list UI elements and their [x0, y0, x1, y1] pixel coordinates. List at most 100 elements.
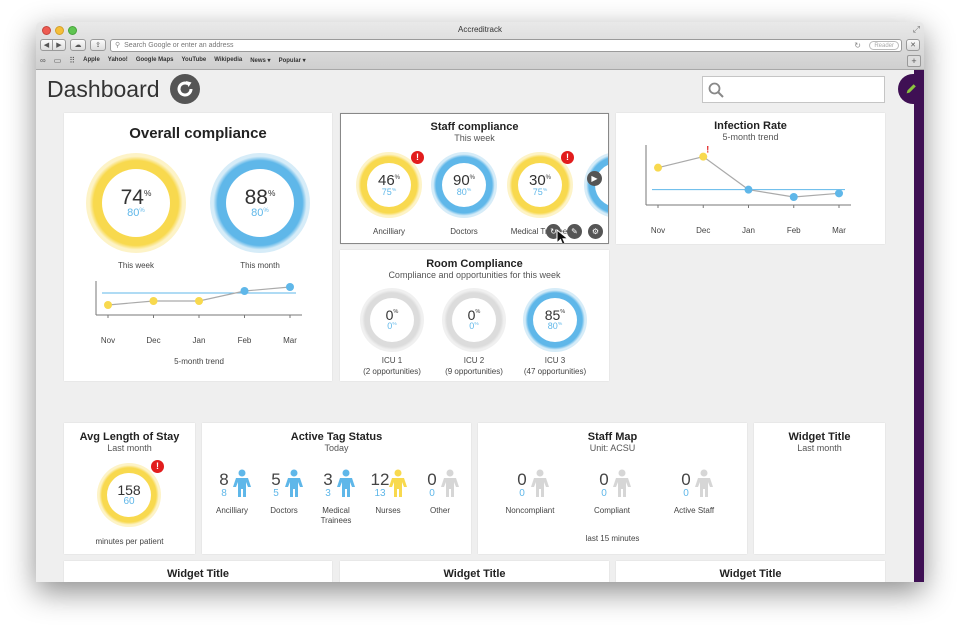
share-button[interactable]: ⇪ — [90, 39, 106, 51]
data-point[interactable] — [286, 283, 294, 291]
doctors-target: 80 — [456, 186, 467, 197]
room-compliance-card[interactable]: Room Compliance Compliance and opportuni… — [340, 250, 609, 381]
data-point[interactable] — [789, 193, 798, 201]
person-icon — [233, 469, 251, 497]
x-tick-label: Nov — [101, 336, 115, 345]
card-subtitle: 5-month trend — [722, 132, 779, 142]
bookmark-yahoo[interactable]: Yahoo! — [107, 57, 128, 63]
card-title: Active Tag Status — [290, 431, 383, 443]
next-arrow-icon[interactable]: ▶ — [587, 171, 602, 186]
data-point[interactable] — [699, 152, 708, 161]
count-value: 12 — [370, 470, 390, 489]
card-title: Widget Title — [443, 568, 506, 580]
reading-list-icon[interactable]: ∞ — [40, 55, 46, 65]
bookmark-apple[interactable]: Apple — [83, 57, 100, 63]
trainees-target: 75 — [532, 186, 543, 197]
group-label: Compliant — [593, 506, 630, 515]
week-ring: 74% 80% — [86, 153, 186, 253]
card-subtitle: Compliance and opportunities for this we… — [388, 270, 561, 280]
staff-map-card[interactable]: Staff Map Unit: ACSU 0 0 Noncompliant 0 0 Com… — [478, 423, 747, 554]
icu1-ring: 0% 0% — [360, 288, 424, 352]
staff-map-footer: last 15 minutes — [585, 534, 640, 543]
data-point[interactable] — [195, 297, 203, 305]
forward-button[interactable]: ▶ — [53, 39, 66, 51]
card-title: Infection Rate — [714, 120, 787, 132]
widget-card[interactable]: Widget Title — [340, 561, 609, 582]
address-bar[interactable]: ⚲ Search Google or enter an address ↻ Re… — [110, 38, 902, 52]
data-point[interactable] — [835, 189, 843, 198]
x-tick-label: Mar — [283, 336, 297, 345]
alert-icon: ! — [706, 145, 709, 155]
minimize-window-button[interactable] — [55, 26, 64, 35]
bookmark-popular[interactable]: Popular ▾ — [278, 57, 306, 64]
x-tick-label: Jan — [742, 226, 755, 235]
group-label: Nurses — [375, 506, 401, 515]
month-target: 80 — [251, 206, 264, 219]
browser-window: Accreditrack ⤢ ◀ ▶ ☁ ⇪ ⚲ Search Google o… — [36, 22, 924, 582]
data-point[interactable] — [240, 287, 249, 295]
ancilliary-ring: 46% 75% — [356, 152, 422, 218]
group-label: Medical Trainees — [320, 506, 352, 525]
downloads-button[interactable]: ✕ — [906, 39, 920, 51]
icu3-value: 85 — [544, 307, 561, 324]
pencil-icon[interactable]: ✎ — [567, 224, 582, 239]
infection-rate-card[interactable]: Infection Rate 5-month trend ! Nov Dec Jan F… — [616, 113, 885, 244]
overall-compliance-card[interactable]: Overall compliance 74% 80% This week 88%… — [64, 113, 332, 381]
page-title: Dashboard — [47, 76, 160, 102]
widget-card[interactable]: Widget Title Last month — [754, 423, 885, 554]
target-value: 0 — [683, 488, 689, 499]
person-icon — [337, 469, 355, 497]
count-value: 0 — [599, 470, 609, 489]
group-label: Other — [429, 506, 450, 515]
x-tick-label: Jan — [193, 336, 206, 345]
week-label: This week — [117, 261, 154, 270]
bookmarks-bar: ∞ ▭ ⠿ Apple Yahoo! Google Maps YouTube W… — [40, 54, 920, 66]
zoom-window-button[interactable] — [68, 26, 77, 35]
target-value: 0 — [519, 488, 525, 499]
x-tick-label: Feb — [238, 336, 252, 345]
person-icon — [531, 469, 549, 497]
data-point[interactable] — [654, 163, 662, 172]
x-tick-label: Mar — [832, 226, 846, 235]
data-point[interactable] — [104, 301, 112, 309]
edit-dashboard-button[interactable] — [898, 74, 924, 104]
ancilliary-target: 75 — [381, 186, 392, 197]
bookmark-google-maps[interactable]: Google Maps — [135, 57, 174, 63]
person-icon — [441, 469, 459, 497]
reload-icon[interactable]: ↻ — [854, 40, 861, 50]
active-tag-status-card[interactable]: Active Tag Status Today 8 8 Ancilliary 5 5 Do… — [202, 423, 471, 554]
close-window-button[interactable] — [42, 26, 51, 35]
gear-icon[interactable]: ⚙ — [588, 224, 603, 239]
bookmark-youtube[interactable]: YouTube — [181, 57, 207, 63]
search-input[interactable] — [702, 76, 885, 103]
card-title: Widget Title — [719, 568, 782, 580]
staff-compliance-card[interactable]: Staff compliance This week 46% 75% ! Anc… — [340, 113, 609, 244]
widget-card[interactable]: Widget Title — [616, 561, 885, 582]
icu3-label: ICU 3 — [544, 356, 566, 365]
card-subtitle: Unit: ACSU — [589, 443, 636, 453]
avg-length-of-stay-card[interactable]: Avg Length of Stay Last month 158 60 ! m… — [64, 423, 195, 554]
month-ring: 88% 80% — [210, 153, 310, 253]
bookmark-news[interactable]: News ▾ — [250, 57, 271, 64]
count-value: 5 — [271, 470, 281, 489]
data-point[interactable] — [149, 297, 158, 305]
icloud-tabs-button[interactable]: ☁ — [70, 39, 86, 51]
bookmarks-icon[interactable]: ▭ — [53, 55, 62, 65]
icu2-value: 0 — [467, 307, 476, 324]
avg-stay-unit: minutes per patient — [95, 537, 164, 546]
fullscreen-icon[interactable]: ⤢ — [912, 24, 920, 34]
icu1-value: 0 — [385, 307, 394, 324]
avg-stay-ring: 158 60 — [97, 463, 161, 527]
new-tab-button[interactable]: + — [907, 55, 921, 67]
refresh-button[interactable] — [170, 74, 200, 104]
icu3-target: 80 — [547, 321, 558, 332]
bookmark-wikipedia[interactable]: Wikipedia — [214, 57, 243, 63]
reader-button[interactable]: Reader — [869, 40, 899, 50]
count-value: 0 — [517, 470, 527, 489]
count-value: 0 — [681, 470, 691, 489]
back-button[interactable]: ◀ — [40, 39, 53, 51]
top-sites-icon[interactable]: ⠿ — [69, 55, 76, 65]
icu2-ring: 0% 0% — [442, 288, 506, 352]
data-point[interactable] — [744, 185, 753, 194]
widget-card[interactable]: Widget Title — [64, 561, 332, 582]
